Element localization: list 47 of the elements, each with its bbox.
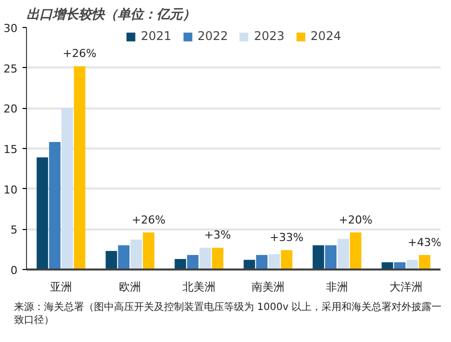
x-tick-label: 非洲 — [326, 280, 348, 294]
bar — [106, 250, 118, 270]
y-tick-label: 20 — [4, 102, 18, 116]
legend-label: 2024 — [310, 29, 342, 43]
legend-label: 2023 — [254, 29, 285, 43]
legend-label: 2022 — [197, 29, 228, 43]
annotation: +3% — [204, 228, 231, 242]
x-tick-label: 亚洲 — [50, 280, 72, 294]
x-tick-label: 大洋洲 — [390, 280, 422, 294]
y-tick-label: 30 — [4, 22, 18, 35]
annotation: +43% — [408, 236, 442, 249]
y-tick-label: 0 — [10, 264, 18, 277]
y-tick-label: 15 — [4, 143, 18, 156]
bar — [268, 254, 280, 270]
bar — [394, 262, 406, 270]
annotation: +20% — [338, 213, 372, 226]
source-note: 来源：海关总署（图中高压开关及控制装置电压等级为 1000v 以上，采用和海关总署对外披露一致口径） — [14, 301, 443, 327]
annotation: +26% — [132, 213, 166, 226]
x-tick-label: 南美洲 — [252, 280, 284, 294]
bar — [49, 142, 61, 270]
bar — [418, 254, 430, 270]
legend-label: 2021 — [140, 29, 172, 43]
y-tick-label: 10 — [4, 183, 18, 196]
bar — [130, 240, 142, 270]
bar — [61, 108, 73, 270]
bar — [337, 238, 349, 270]
bar — [350, 232, 362, 270]
bar — [325, 245, 337, 270]
x-tick-label: 北美洲 — [182, 280, 216, 294]
bar — [256, 254, 268, 270]
bar — [36, 157, 48, 270]
x-tick-label: 欧洲 — [119, 280, 141, 294]
annotation: +26% — [62, 47, 96, 60]
bar — [187, 254, 199, 270]
y-tick-label: 5 — [10, 224, 18, 237]
bar — [174, 259, 186, 270]
bar — [142, 232, 154, 270]
annotation: +33% — [270, 231, 304, 244]
bar — [199, 248, 211, 270]
y-tick-label: 25 — [4, 62, 18, 76]
bar — [312, 245, 324, 270]
bar — [74, 66, 86, 270]
bar — [118, 245, 130, 270]
bar — [280, 250, 292, 270]
bar — [382, 262, 394, 270]
chart-title: 出口增长较快（单位：亿元） — [26, 6, 196, 22]
bar — [212, 248, 224, 270]
